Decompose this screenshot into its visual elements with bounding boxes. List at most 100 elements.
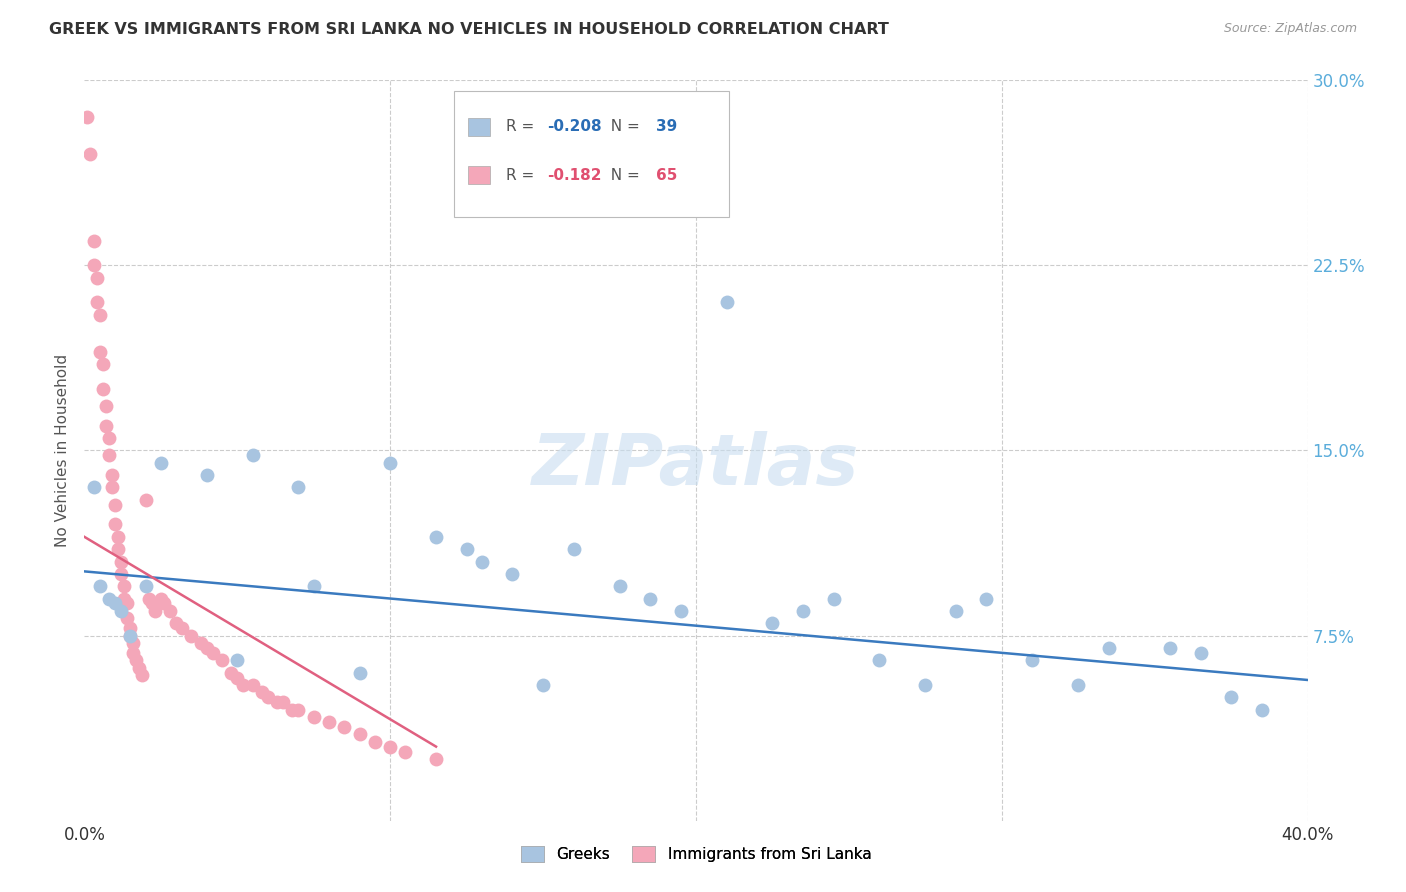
Point (83, 234, 105, 248)
Point (149, 591, 172, 606)
Point (135, 492, 157, 507)
Text: R =: R = (506, 120, 540, 135)
Point (201, 646, 224, 660)
Text: Source: ZipAtlas.com: Source: ZipAtlas.com (1223, 22, 1357, 36)
Point (333, 720, 356, 734)
Point (153, 597, 176, 611)
Point (172, 621, 194, 635)
Point (76, 111, 98, 125)
Point (1021, 653, 1043, 667)
Point (131, 668, 153, 682)
Point (471, 555, 494, 569)
Point (1189, 646, 1212, 660)
Point (143, 604, 166, 618)
Point (1250, 703, 1272, 717)
Point (792, 604, 814, 618)
Point (287, 480, 309, 494)
Point (141, 597, 163, 611)
Point (257, 690, 280, 705)
Point (232, 678, 254, 692)
Point (669, 604, 692, 618)
Point (122, 646, 145, 660)
Point (120, 628, 142, 642)
FancyBboxPatch shape (468, 118, 489, 136)
Point (266, 695, 288, 709)
Point (138, 591, 160, 606)
Text: -0.208: -0.208 (547, 120, 602, 135)
Point (83, 480, 105, 494)
Point (135, 579, 157, 593)
Point (195, 640, 218, 655)
Point (180, 628, 202, 642)
Point (97, 449, 120, 463)
Y-axis label: No Vehicles in Household: No Vehicles in Household (55, 354, 70, 547)
Point (115, 611, 138, 625)
Point (211, 653, 233, 667)
Point (349, 727, 371, 741)
Point (97, 591, 120, 606)
Point (195, 468, 218, 483)
Point (318, 714, 340, 729)
Text: N =: N = (600, 120, 644, 135)
Point (122, 636, 145, 650)
Text: 39: 39 (655, 120, 676, 135)
Point (364, 734, 387, 748)
Point (120, 628, 142, 642)
Point (101, 468, 124, 483)
Point (128, 660, 150, 674)
Point (120, 621, 142, 635)
Point (89, 344, 111, 359)
Point (425, 530, 447, 544)
Point (107, 542, 129, 557)
Text: ZIPatlas: ZIPatlas (533, 431, 859, 500)
Text: 65: 65 (655, 168, 676, 183)
Point (91, 357, 114, 371)
Point (104, 597, 127, 611)
Point (250, 685, 273, 699)
Point (281, 703, 304, 717)
Point (380, 456, 402, 470)
Point (149, 456, 172, 470)
Point (823, 591, 845, 606)
FancyBboxPatch shape (454, 91, 728, 218)
Point (456, 542, 478, 557)
Point (97, 431, 120, 445)
Point (1098, 640, 1121, 655)
Point (190, 636, 212, 650)
Point (531, 678, 554, 692)
Point (1220, 690, 1243, 705)
Point (638, 591, 661, 606)
Point (107, 530, 129, 544)
Point (101, 480, 124, 494)
Point (110, 566, 132, 581)
Point (609, 579, 631, 593)
Point (287, 703, 309, 717)
Point (112, 579, 135, 593)
Point (1159, 640, 1181, 655)
Point (219, 665, 242, 680)
Point (86, 295, 108, 310)
Point (86, 270, 108, 285)
Point (869, 653, 891, 667)
Point (110, 555, 132, 569)
Point (125, 653, 148, 667)
Point (91, 382, 114, 396)
Point (302, 710, 325, 724)
FancyBboxPatch shape (468, 166, 489, 184)
Point (110, 604, 132, 618)
Legend: Greeks, Immigrants from Sri Lanka: Greeks, Immigrants from Sri Lanka (515, 840, 877, 869)
Point (226, 653, 249, 667)
Point (104, 517, 127, 532)
Point (1067, 678, 1090, 692)
Point (425, 752, 447, 766)
Point (115, 597, 138, 611)
Point (349, 665, 371, 680)
Point (976, 591, 998, 606)
Point (94, 399, 117, 413)
Point (716, 295, 738, 310)
Point (89, 579, 111, 593)
Point (159, 604, 181, 618)
Point (945, 604, 967, 618)
Point (562, 542, 585, 557)
Point (914, 678, 936, 692)
